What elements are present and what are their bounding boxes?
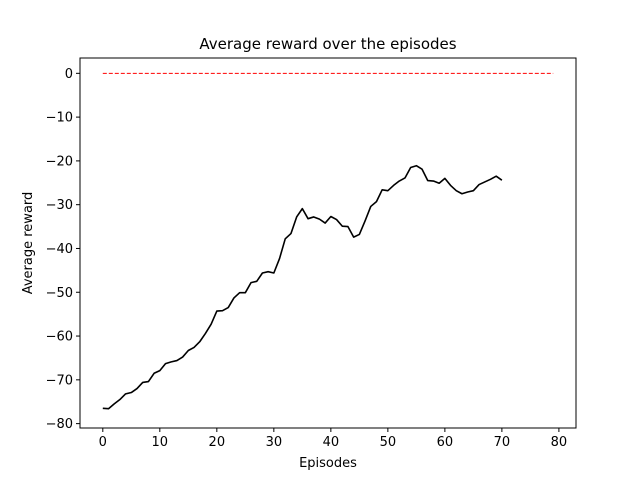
y-tick-label: −70 — [46, 373, 73, 388]
x-tick-label: 80 — [551, 435, 568, 450]
x-tick-label: 60 — [437, 435, 454, 450]
plot-frame — [79, 57, 577, 429]
y-tick-label: −30 — [46, 198, 73, 213]
x-tick-label: 40 — [323, 435, 340, 450]
y-tick-label: −20 — [46, 154, 73, 169]
series-line-average-reward — [102, 164, 503, 410]
chart-title: Average reward over the episodes — [199, 35, 456, 53]
y-tick-label: −10 — [46, 111, 73, 126]
y-tick-label: −40 — [46, 242, 73, 257]
x-tick-label: 10 — [152, 435, 169, 450]
y-tick-label: 0 — [65, 67, 73, 82]
x-tick-label: 70 — [494, 435, 511, 450]
x-axis-title: Episodes — [299, 456, 357, 471]
x-tick-label: 0 — [99, 435, 107, 450]
x-tick-label: 30 — [266, 435, 283, 450]
y-tick-label: −80 — [46, 417, 73, 432]
x-axis-ticks: 0 10 20 30 40 50 60 70 80 — [99, 428, 568, 450]
y-tick-label: −50 — [46, 286, 73, 301]
x-tick-label: 50 — [380, 435, 397, 450]
y-axis-ticks: 0 −10 −20 −30 −40 −50 −60 −70 −80 — [46, 67, 80, 432]
y-axis-title: Average reward — [21, 192, 36, 295]
series-layer — [102, 72, 554, 410]
x-tick-label: 20 — [209, 435, 226, 450]
y-tick-label: −60 — [46, 330, 73, 345]
